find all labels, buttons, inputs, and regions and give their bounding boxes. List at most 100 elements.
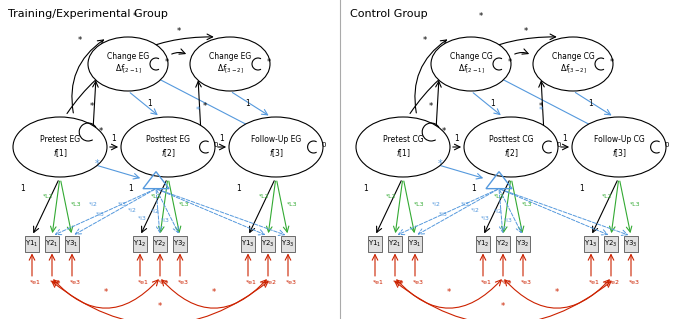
Text: *i2: *i2 bbox=[127, 209, 136, 213]
Text: Y3$_1$: Y3$_1$ bbox=[408, 239, 422, 249]
Text: Control Group: Control Group bbox=[350, 9, 427, 19]
Text: *: * bbox=[539, 107, 543, 115]
Text: Y2$_3$: Y2$_3$ bbox=[604, 239, 618, 249]
Text: *: * bbox=[99, 128, 103, 137]
Text: *e2: *e2 bbox=[266, 279, 277, 285]
Text: 1: 1 bbox=[490, 100, 495, 108]
Text: 1: 1 bbox=[562, 135, 567, 144]
Text: Change EG
$\Delta f_{[3-2]}$: Change EG $\Delta f_{[3-2]}$ bbox=[209, 52, 251, 77]
Text: Y3$_3$: Y3$_3$ bbox=[282, 239, 295, 249]
Text: *L3: *L3 bbox=[414, 202, 424, 206]
Text: Pretest CG
$f$[1]: Pretest CG $f$[1] bbox=[383, 135, 423, 159]
Text: *: * bbox=[165, 57, 169, 66]
Text: *i3: *i3 bbox=[138, 217, 147, 221]
Text: *i3: *i3 bbox=[460, 202, 469, 206]
Text: *i2: *i2 bbox=[432, 202, 440, 206]
FancyBboxPatch shape bbox=[240, 236, 256, 252]
Text: *: * bbox=[267, 57, 271, 66]
FancyBboxPatch shape bbox=[388, 236, 402, 252]
Text: Change EG
$\Delta f_{[2-1]}$: Change EG $\Delta f_{[2-1]}$ bbox=[107, 52, 149, 77]
Text: *i3: *i3 bbox=[96, 211, 104, 217]
Text: Y1$_2$: Y1$_2$ bbox=[134, 239, 147, 249]
FancyBboxPatch shape bbox=[133, 236, 147, 252]
Text: *: * bbox=[555, 288, 559, 298]
FancyBboxPatch shape bbox=[65, 236, 79, 252]
Text: *e3: *e3 bbox=[177, 279, 188, 285]
Text: Posttest EG
$f$[2]: Posttest EG $f$[2] bbox=[146, 135, 190, 159]
Text: *: * bbox=[438, 159, 443, 169]
Text: *i3: *i3 bbox=[160, 218, 169, 222]
Text: *: * bbox=[479, 12, 483, 21]
Text: *e2: *e2 bbox=[501, 279, 512, 285]
Text: *L3: *L3 bbox=[71, 202, 82, 206]
Text: *L2: *L2 bbox=[386, 195, 397, 199]
Text: *i3: *i3 bbox=[503, 218, 512, 222]
Text: *: * bbox=[501, 301, 505, 310]
Text: Y1$_1$: Y1$_1$ bbox=[25, 239, 39, 249]
Text: Y3$_3$: Y3$_3$ bbox=[624, 239, 638, 249]
Text: *L2: *L2 bbox=[601, 195, 612, 199]
Text: *: * bbox=[524, 27, 528, 36]
Text: Y2$_3$: Y2$_3$ bbox=[261, 239, 275, 249]
Text: *e1: *e1 bbox=[588, 279, 599, 285]
Ellipse shape bbox=[88, 37, 168, 91]
Text: 1: 1 bbox=[246, 100, 251, 108]
Text: 1: 1 bbox=[588, 100, 593, 108]
Text: Change CG
$\Delta f_{[2-1]}$: Change CG $\Delta f_{[2-1]}$ bbox=[449, 52, 493, 77]
Text: *e3: *e3 bbox=[286, 279, 297, 285]
Text: Posttest CG
$f$[2]: Posttest CG $f$[2] bbox=[489, 135, 533, 159]
Text: Y2$_1$: Y2$_1$ bbox=[388, 239, 401, 249]
Text: Y3$_2$: Y3$_2$ bbox=[516, 239, 530, 249]
Text: *: * bbox=[203, 102, 207, 112]
Text: *: * bbox=[95, 159, 99, 169]
Text: *e1: *e1 bbox=[245, 279, 256, 285]
Text: *: * bbox=[177, 27, 181, 36]
Text: *L2: *L2 bbox=[494, 195, 504, 199]
Ellipse shape bbox=[190, 37, 270, 91]
Text: 1: 1 bbox=[236, 184, 241, 194]
Text: *L3: *L3 bbox=[179, 202, 189, 206]
Text: 1: 1 bbox=[364, 184, 369, 194]
Text: *e1: *e1 bbox=[29, 279, 40, 285]
Text: *e3: *e3 bbox=[521, 279, 532, 285]
Text: *L3: *L3 bbox=[630, 202, 640, 206]
Ellipse shape bbox=[572, 117, 666, 177]
Text: *: * bbox=[429, 102, 433, 112]
Text: 1: 1 bbox=[472, 184, 476, 194]
Ellipse shape bbox=[13, 117, 107, 177]
Text: *e3: *e3 bbox=[412, 279, 423, 285]
Text: 1: 1 bbox=[21, 184, 25, 194]
Text: *L2: *L2 bbox=[151, 195, 161, 199]
FancyBboxPatch shape bbox=[45, 236, 59, 252]
Text: Y2$_2$: Y2$_2$ bbox=[496, 239, 510, 249]
Text: 1: 1 bbox=[220, 135, 225, 144]
Text: Y3$_1$: Y3$_1$ bbox=[65, 239, 79, 249]
Text: *i2: *i2 bbox=[471, 209, 479, 213]
Text: *e2: *e2 bbox=[608, 279, 619, 285]
Text: *: * bbox=[196, 107, 200, 115]
FancyBboxPatch shape bbox=[496, 236, 510, 252]
Text: *: * bbox=[610, 57, 614, 66]
Text: *: * bbox=[539, 102, 543, 112]
FancyBboxPatch shape bbox=[624, 236, 638, 252]
FancyBboxPatch shape bbox=[476, 236, 490, 252]
Text: Y1$_1$: Y1$_1$ bbox=[369, 239, 382, 249]
Text: *: * bbox=[423, 36, 427, 46]
Text: *: * bbox=[212, 288, 216, 298]
Text: Y1$_3$: Y1$_3$ bbox=[584, 239, 598, 249]
Ellipse shape bbox=[533, 37, 613, 91]
FancyBboxPatch shape bbox=[281, 236, 295, 252]
Text: *: * bbox=[104, 288, 108, 298]
Text: *e2: *e2 bbox=[158, 279, 169, 285]
Text: 0: 0 bbox=[213, 142, 218, 148]
FancyBboxPatch shape bbox=[584, 236, 598, 252]
Ellipse shape bbox=[229, 117, 323, 177]
Text: *i2: *i2 bbox=[494, 210, 502, 214]
Text: *: * bbox=[158, 301, 162, 310]
Text: *i2: *i2 bbox=[88, 202, 97, 206]
Text: Y3$_2$: Y3$_2$ bbox=[173, 239, 187, 249]
FancyBboxPatch shape bbox=[153, 236, 167, 252]
Text: 1: 1 bbox=[129, 184, 134, 194]
FancyBboxPatch shape bbox=[25, 236, 39, 252]
Ellipse shape bbox=[121, 117, 215, 177]
